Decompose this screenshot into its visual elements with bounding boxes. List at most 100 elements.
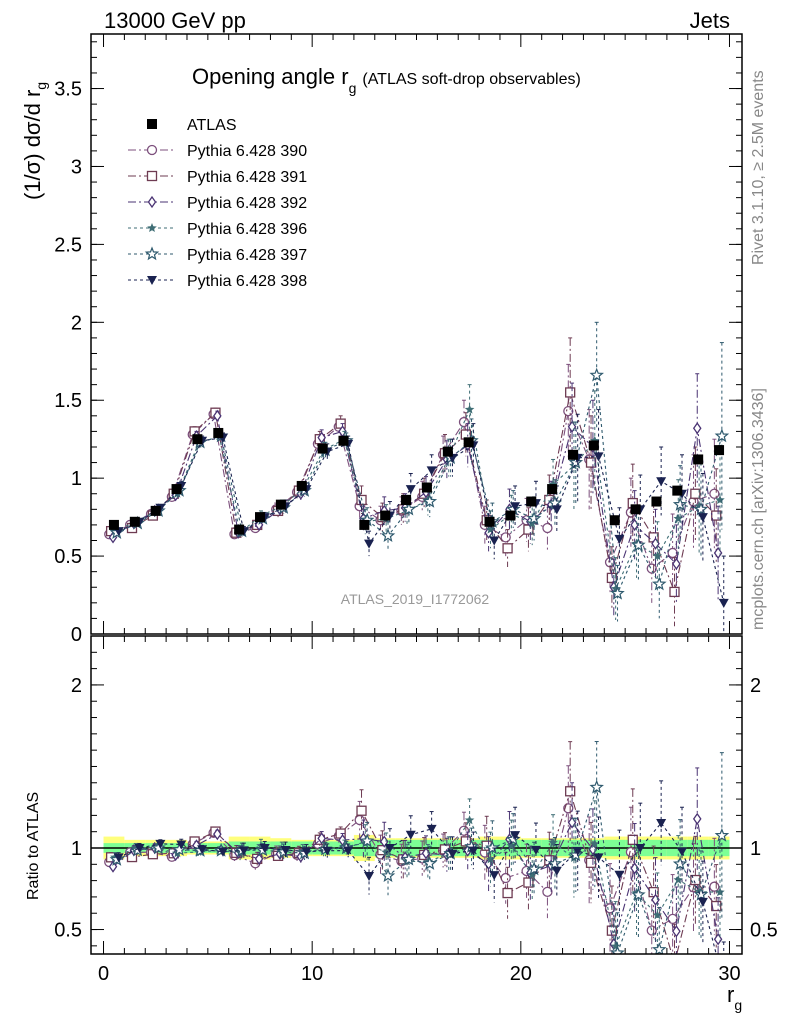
atlas-data-point xyxy=(380,510,391,521)
data-point xyxy=(485,524,496,534)
ratio-point xyxy=(551,866,562,876)
data-point xyxy=(697,513,708,523)
ratio-point xyxy=(672,856,688,871)
legend-label: Pythia 6.428 398 xyxy=(187,273,307,290)
y-ratio-tick-label-right: 2 xyxy=(750,675,761,697)
atlas-data-point xyxy=(213,427,224,438)
data-point xyxy=(405,485,416,495)
y-main-tick-label: 1.5 xyxy=(54,390,82,412)
xlabel-sub: g xyxy=(734,997,742,1013)
ratio-point xyxy=(343,846,354,856)
atlas-data-point xyxy=(609,515,620,526)
y-main-tick-label: 3 xyxy=(71,156,82,178)
ratio-point xyxy=(468,846,479,856)
ratio-point xyxy=(690,874,701,886)
title-sub: g xyxy=(349,80,357,96)
legend-label: ATLAS xyxy=(187,117,237,134)
data-point xyxy=(565,387,576,398)
y-ratio-tick-label: 0.5 xyxy=(54,920,82,942)
ratio-point xyxy=(155,839,166,849)
data-point xyxy=(672,496,688,511)
series-line xyxy=(118,437,725,603)
legend-marker xyxy=(144,246,160,261)
ratio-point xyxy=(134,844,145,853)
ylabel-main-text: (1/σ) dσ/d r xyxy=(20,90,45,200)
ratio-point xyxy=(217,847,228,857)
legend-entry: ATLAS xyxy=(147,117,237,134)
ylabel-main-sub: g xyxy=(33,82,49,90)
data-point xyxy=(563,405,574,417)
data-point xyxy=(510,502,521,512)
data-point xyxy=(718,598,729,608)
series-1-ratio xyxy=(104,765,720,954)
legend-entry: Pythia 6.428 392 xyxy=(128,195,307,212)
legend-marker xyxy=(147,195,157,209)
ratio-point xyxy=(652,942,667,954)
ratio-point xyxy=(422,855,438,870)
data-point xyxy=(673,513,683,523)
y-axis-label-main: (1/σ) dσ/d rg xyxy=(20,82,49,200)
data-point xyxy=(669,586,680,598)
series-ratio-line xyxy=(114,819,721,949)
series-6-ratio xyxy=(113,780,726,954)
ratio-point xyxy=(197,845,208,855)
data-point xyxy=(711,510,722,521)
data-point xyxy=(610,585,625,600)
ratio-point xyxy=(151,840,166,855)
axes: 00.511.522.533.50.5 0.51 12 20 10 20 30 xyxy=(54,34,778,985)
ratio-point xyxy=(485,854,496,864)
data-point xyxy=(593,452,604,462)
y-main-tick-label: 3.5 xyxy=(54,79,82,101)
ratio-point xyxy=(502,887,513,899)
data-point xyxy=(693,501,709,516)
ratio-plot-area xyxy=(104,741,730,968)
data-point xyxy=(713,546,723,560)
ratio-point xyxy=(677,847,688,857)
header-left: 13000 GeV pp xyxy=(104,8,246,33)
ratio-point xyxy=(426,824,437,834)
legend-marker xyxy=(147,223,157,232)
legend-label: Pythia 6.428 397 xyxy=(187,247,307,264)
atlas-data-point xyxy=(714,445,725,456)
ratio-point xyxy=(593,853,604,863)
data-point xyxy=(380,528,396,543)
ratio-point xyxy=(672,925,681,938)
x-tick-label: 30 xyxy=(718,963,740,985)
y-main-tick-label: 1 xyxy=(71,468,82,490)
xlabel-text: r xyxy=(727,982,734,1007)
ratio-point xyxy=(627,834,638,845)
data-point xyxy=(692,422,702,435)
legend-entry: Pythia 6.428 390 xyxy=(128,143,307,160)
atlas-data-point xyxy=(505,510,516,521)
ratio-point xyxy=(588,843,598,856)
data-point xyxy=(401,501,417,516)
y-main-tick-label: 0.5 xyxy=(54,546,82,568)
legend-entry: Pythia 6.428 391 xyxy=(128,169,307,186)
series-2-main xyxy=(105,337,722,627)
legend-marker xyxy=(146,144,158,156)
series-1-main xyxy=(104,363,720,603)
atlas-data-point xyxy=(275,499,286,510)
atlas-data-point xyxy=(338,435,349,446)
ratio-uncertainty-bands xyxy=(91,834,742,862)
mcplots-label: mcplots.cern.ch [arXiv:1306.3436] xyxy=(750,388,767,630)
y-main-tick-label: 2 xyxy=(71,312,82,334)
ratio-point xyxy=(711,900,722,912)
data-point xyxy=(489,536,500,546)
ratio-point xyxy=(652,910,663,920)
ratio-point xyxy=(714,827,730,842)
legend-label: Pythia 6.428 392 xyxy=(187,195,307,212)
data-point xyxy=(672,557,681,571)
x-tick-label: 0 xyxy=(98,963,109,985)
ratio-point xyxy=(238,846,249,856)
atlas-data-point xyxy=(401,494,412,505)
ratio-point xyxy=(670,959,679,968)
legend: ATLAS Pythia 6.428 390 Pythia 6.428 391 Pyt… xyxy=(128,117,307,290)
series-2-ratio xyxy=(105,741,722,968)
series-ratio-line xyxy=(109,806,715,932)
header-right: Jets xyxy=(690,8,730,33)
ratio-point xyxy=(447,849,458,859)
ratio-point xyxy=(364,871,375,881)
data-point xyxy=(542,522,553,534)
ratio-point xyxy=(259,844,270,853)
